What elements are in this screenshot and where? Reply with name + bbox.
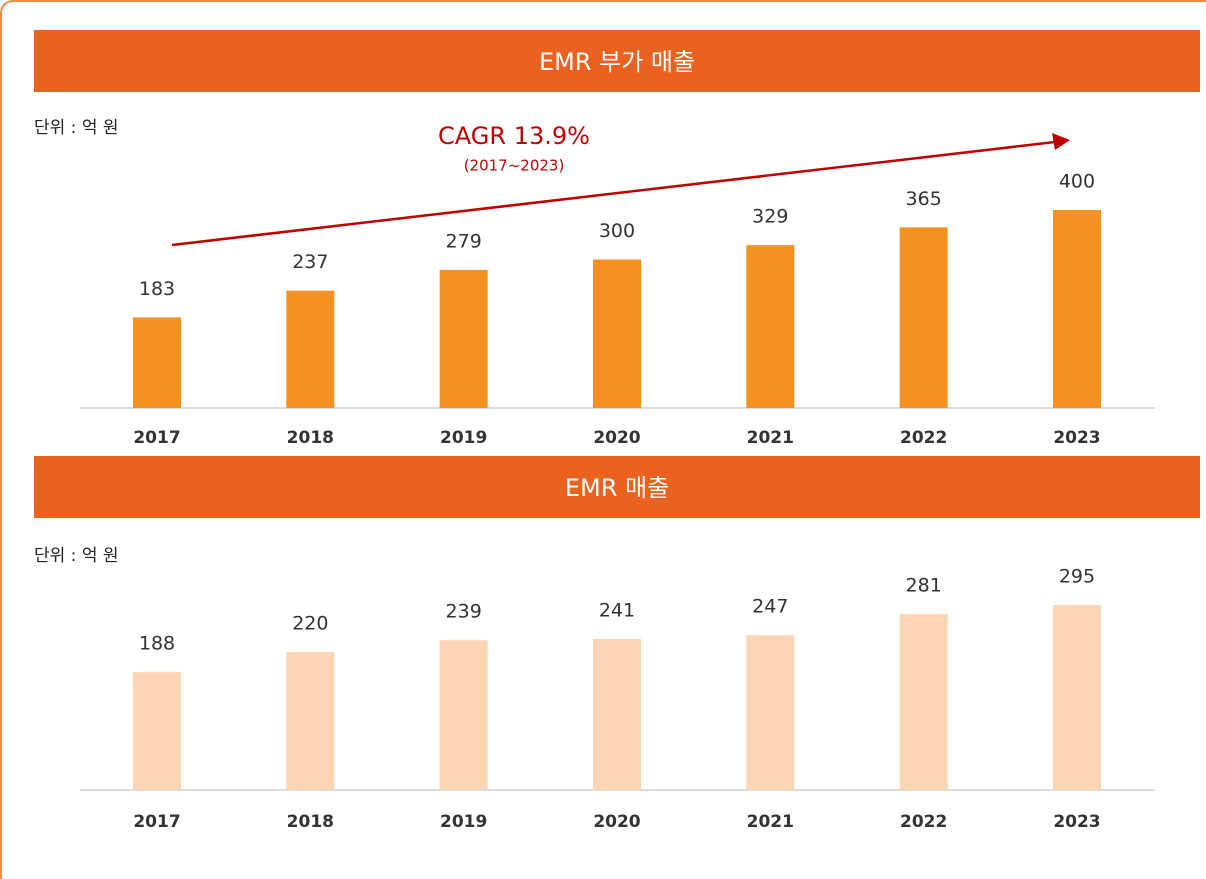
x-tick-label: 2022 bbox=[900, 812, 947, 832]
header-band bbox=[34, 456, 1200, 518]
x-tick-label: 2018 bbox=[287, 428, 334, 448]
value-label: 183 bbox=[139, 278, 175, 300]
value-label: 400 bbox=[1059, 171, 1095, 193]
bar bbox=[592, 638, 641, 790]
value-label: 329 bbox=[752, 206, 788, 228]
x-tick-label: 2019 bbox=[440, 428, 487, 448]
value-label: 188 bbox=[139, 633, 175, 655]
cagr-arrow bbox=[171, 140, 1056, 247]
bar bbox=[133, 317, 181, 408]
unit-label: 단위 : 억 원 bbox=[34, 118, 119, 138]
value-label: 300 bbox=[599, 220, 635, 242]
value-label: 237 bbox=[292, 251, 328, 273]
bar bbox=[1052, 210, 1101, 408]
x-tick-label: 2023 bbox=[1053, 428, 1100, 448]
chart-title: EMR 매출 bbox=[565, 474, 669, 502]
bar bbox=[286, 652, 335, 790]
bar bbox=[439, 269, 488, 408]
x-tick-label: 2021 bbox=[747, 812, 794, 832]
annotation: CAGR 13.9% bbox=[438, 122, 590, 150]
bar bbox=[592, 259, 641, 408]
bar bbox=[1052, 605, 1101, 790]
unit-label: 단위 : 억 원 bbox=[34, 546, 119, 566]
bar bbox=[746, 635, 795, 790]
x-tick-label: 2020 bbox=[593, 428, 640, 448]
value-label: 241 bbox=[599, 599, 635, 621]
x-tick-label: 2023 bbox=[1053, 812, 1100, 832]
bar bbox=[899, 227, 948, 408]
bar bbox=[439, 640, 488, 790]
x-tick-label: 2017 bbox=[133, 428, 180, 448]
bar bbox=[746, 245, 795, 408]
bar bbox=[286, 290, 335, 408]
x-tick-label: 2022 bbox=[900, 428, 947, 448]
x-tick-label: 2017 bbox=[133, 812, 180, 832]
x-tick-label: 2021 bbox=[747, 428, 794, 448]
value-label: 281 bbox=[906, 574, 942, 596]
header-band bbox=[34, 30, 1200, 92]
bar bbox=[133, 672, 181, 790]
arrow-head bbox=[1052, 133, 1070, 150]
value-label: 365 bbox=[906, 188, 942, 210]
value-label: 239 bbox=[446, 601, 482, 623]
value-label: 220 bbox=[292, 613, 328, 635]
annotation-sub: (2017~2023) bbox=[464, 157, 565, 175]
value-label: 279 bbox=[446, 230, 482, 252]
chart-title: EMR 부가 매출 bbox=[539, 48, 695, 76]
x-tick-label: 2019 bbox=[440, 812, 487, 832]
x-tick-label: 2020 bbox=[593, 812, 640, 832]
value-label: 295 bbox=[1059, 566, 1095, 588]
bar bbox=[899, 613, 948, 790]
value-label: 247 bbox=[752, 596, 788, 618]
x-tick-label: 2018 bbox=[287, 812, 334, 832]
